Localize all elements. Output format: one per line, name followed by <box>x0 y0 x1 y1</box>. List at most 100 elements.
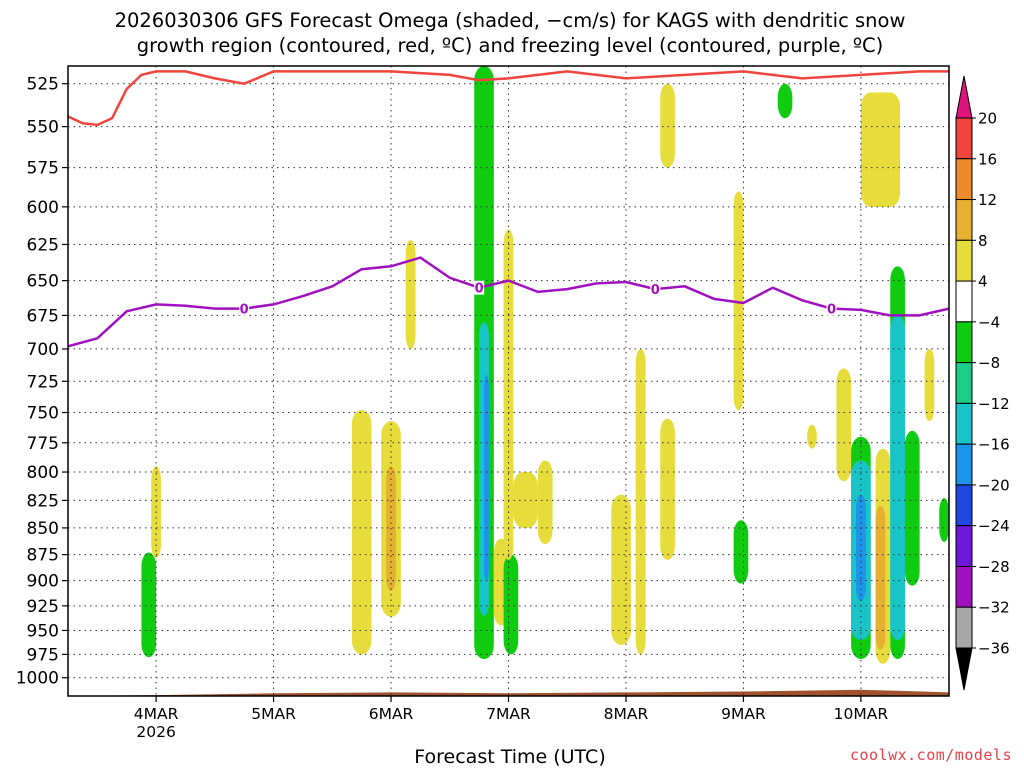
colorbar-label: −8 <box>978 354 1000 372</box>
freezing-label-bg <box>650 282 661 297</box>
omega-area-28 <box>875 505 886 650</box>
freezing-label-bg <box>826 301 837 316</box>
colorbar-band <box>955 239 973 282</box>
y-tick-label: 575 <box>27 159 59 179</box>
colorbar-label: −28 <box>978 558 1010 576</box>
y-tick-label: 550 <box>27 118 59 138</box>
y-tick-label: 900 <box>27 572 59 592</box>
omega-area-14 <box>611 494 631 645</box>
omega-area-31 <box>904 430 920 586</box>
y-tick-label: 825 <box>27 491 59 511</box>
omega-area-21 <box>807 424 817 449</box>
y-tick-label: 950 <box>27 621 59 641</box>
colorbar-label: −4 <box>978 313 1000 331</box>
y-tick-label: 925 <box>27 597 59 617</box>
x-tick-label: 6MAR <box>369 705 414 723</box>
omega-area-0 <box>141 552 157 658</box>
omega-area-33 <box>939 498 949 542</box>
y-tick-label: 650 <box>27 272 59 292</box>
dgz-contour-layer <box>67 70 949 127</box>
x-tick-label: 7MAR <box>486 705 531 723</box>
y-tick-label: 600 <box>27 198 59 218</box>
colorbar-band <box>955 484 973 527</box>
colorbar-label: 4 <box>978 273 988 291</box>
colorbar-cap-low <box>955 647 973 691</box>
omega-area-30 <box>890 315 905 641</box>
colorbar-band <box>955 402 973 445</box>
colorbar-band <box>955 606 973 649</box>
y-tick-label: 1000 <box>16 669 59 689</box>
plot-area: 0 0 0 0 <box>67 65 950 697</box>
y-tick-label: 975 <box>27 645 59 665</box>
y-tick-label: 850 <box>27 519 59 539</box>
freezing-label-bg <box>474 280 485 295</box>
omega-area-15 <box>635 348 646 655</box>
y-tick-label: 525 <box>27 75 59 95</box>
omega-area-19 <box>733 520 749 584</box>
omega-area-20 <box>777 83 793 119</box>
freezing-level-label: 0 <box>475 282 484 297</box>
x-tick-label: 9MAR <box>721 705 766 723</box>
chart-title-line-1: 2026030306 GFS Forecast Omega (shaded, −… <box>115 9 906 32</box>
freezing-label-bg <box>239 301 250 316</box>
freezing-level-line <box>67 256 950 348</box>
colorbar-band <box>955 158 973 201</box>
credit-text: coolwx.com/models <box>850 746 1012 764</box>
freezing-level-label: 0 <box>827 303 836 318</box>
omega-area-11 <box>503 229 514 560</box>
y-tick-label: 775 <box>27 434 59 454</box>
terrain-fill <box>68 689 949 696</box>
freezing-level-label: 0 <box>240 303 249 318</box>
omega-area-5 <box>405 240 416 349</box>
y-axis: 525 550 575 600 625 650 675 700 725 750 775 800 825 8… <box>16 75 68 689</box>
colorbar-label: −12 <box>978 395 1010 413</box>
chart-title-line-2: growth region (contoured, red, ºC) and f… <box>137 34 884 57</box>
omega-area-8 <box>484 374 489 581</box>
omega-area-22 <box>836 368 852 482</box>
colorbar-label: −32 <box>978 599 1010 617</box>
colorbar-cap-high <box>955 75 973 119</box>
colorbar-band <box>955 321 973 364</box>
colorbar-band <box>955 362 973 404</box>
colorbar-band <box>955 199 973 241</box>
colorbar-band <box>955 525 973 567</box>
y-tick-label: 800 <box>27 463 59 483</box>
x-tick-label: 10MAR <box>834 705 889 723</box>
colorbar-label: 20 <box>978 110 997 128</box>
colorbar-label: 12 <box>978 191 997 209</box>
colorbar-label: −16 <box>978 436 1010 454</box>
colorbar-label: −36 <box>978 640 1010 658</box>
colorbar-label: −20 <box>978 476 1010 494</box>
omega-area-18 <box>733 191 744 411</box>
omega-area-17 <box>660 418 675 560</box>
omega-shading-layer <box>141 66 949 664</box>
omega-area-32 <box>924 348 935 422</box>
y-tick-label: 875 <box>27 546 59 566</box>
freezing-level-layer: 0 0 0 0 <box>67 256 950 348</box>
colorbar-label: 8 <box>978 232 988 250</box>
colorbar-legend: 20 16 12 8 4 −4 −8 −12 −16 −20 −24 −28 −32 −36 <box>955 75 1010 691</box>
colorbar-band <box>955 443 973 486</box>
omega-area-10 <box>503 554 519 655</box>
freezing-level-label: 0 <box>651 283 660 298</box>
colorbar-label: 16 <box>978 150 997 168</box>
omega-area-16 <box>660 83 675 168</box>
x-tick-label: 4MAR <box>134 705 179 723</box>
colorbar-label: −24 <box>978 517 1010 535</box>
y-tick-label: 750 <box>27 404 59 424</box>
omega-area-25 <box>856 494 866 601</box>
dgz-contour-line <box>67 70 949 127</box>
x-axis-label: Forecast Time (UTC) <box>414 746 605 768</box>
colorbar-band <box>955 117 973 160</box>
omega-area-13 <box>537 460 553 545</box>
x-tick-label: 8MAR <box>604 705 649 723</box>
y-tick-label: 675 <box>27 306 59 326</box>
terrain-layer <box>68 689 949 696</box>
y-tick-label: 700 <box>27 340 59 360</box>
colorbar-band <box>955 280 973 323</box>
omega-area-2 <box>351 410 372 655</box>
y-tick-label: 625 <box>27 235 59 255</box>
omega-area-26 <box>860 92 901 207</box>
